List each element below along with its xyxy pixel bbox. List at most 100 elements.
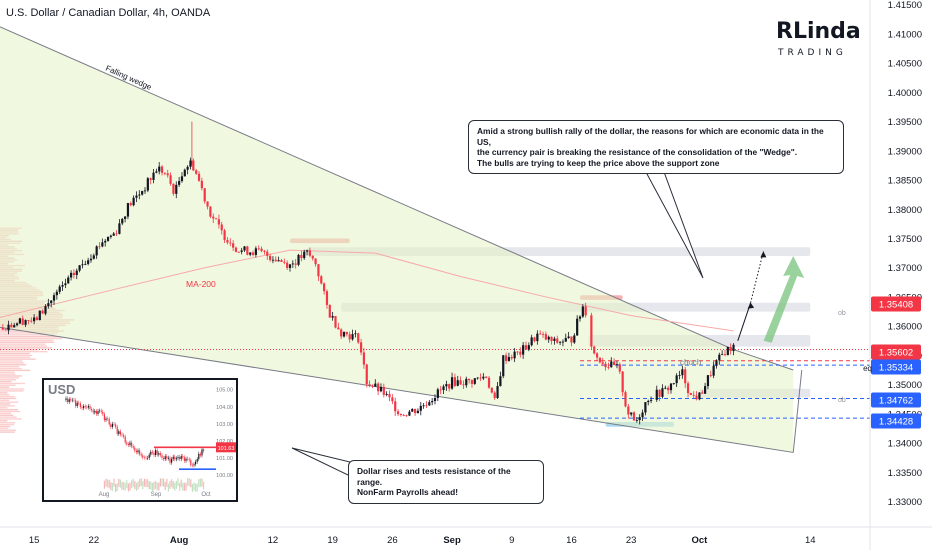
candle-body [581, 306, 584, 317]
inset-volume-bar [129, 482, 131, 491]
candle-body [72, 272, 76, 275]
volume-bar [0, 386, 10, 388]
inset-candle-body [180, 456, 182, 460]
inset-x-tick: Oct [201, 492, 211, 498]
volume-bar [0, 397, 17, 400]
volume-bar [0, 388, 25, 390]
candle-body [647, 400, 650, 403]
candle-body [123, 216, 127, 219]
candle-body [621, 371, 624, 393]
logo-text-bottom: TRADING [777, 48, 847, 58]
candle-body [348, 334, 351, 340]
candle-body [121, 218, 124, 224]
inset-volume-bar [156, 482, 158, 491]
candle-body [558, 341, 562, 343]
chart-title: U.S. Dollar / Canadian Dollar, 4h, OANDA [6, 7, 211, 19]
inset-candle-body [183, 457, 185, 461]
candle-body [237, 251, 240, 253]
choch-label: choch [680, 358, 701, 367]
candle-body [277, 260, 280, 262]
inset-candle-body [182, 456, 184, 458]
candle-body [522, 345, 525, 355]
inset-candle-body [158, 453, 160, 455]
candle-body [1, 327, 4, 330]
candle-body [288, 264, 292, 268]
candle-body [126, 203, 130, 217]
candle-body [260, 248, 263, 252]
candle-body [104, 240, 107, 243]
inset-y-tick: 102.00 [216, 439, 233, 445]
candle-body [232, 243, 235, 248]
x-tick-label: Oct [691, 535, 708, 546]
inset-candle-body [198, 453, 200, 460]
candle-body [112, 233, 115, 236]
inset-axis: 105.00 104.00 103.00 102.00 101.00 100.00 Aug S… [99, 388, 233, 498]
wedge-upper-line [0, 26, 734, 351]
candle-body [627, 406, 630, 415]
inset-volume-bar [164, 481, 166, 490]
badge-1-35602 [871, 344, 921, 360]
candles [1, 121, 735, 425]
inset-volume-bar [190, 479, 192, 488]
candle-body [146, 178, 149, 191]
inset-volume-bar [139, 479, 141, 488]
inset-volume-bar [126, 480, 128, 489]
candle-body [698, 392, 701, 400]
candle-body [584, 306, 587, 316]
inset-candle-body [188, 459, 190, 461]
y-tick-label: 1.39500 [888, 117, 922, 128]
candle-body [166, 173, 169, 176]
volume-bar [0, 367, 22, 370]
candle-body [234, 247, 238, 252]
candle-body [44, 306, 47, 314]
inset-candle-body [81, 407, 83, 409]
candle-body [359, 342, 363, 353]
inset-candle-body [100, 410, 102, 412]
inset-candles: 101.63 [65, 396, 236, 492]
candle-body [428, 402, 431, 406]
candle-body [7, 324, 10, 331]
inset-volume-bar [171, 479, 173, 488]
candle-body [365, 364, 368, 385]
candle-body [4, 329, 7, 331]
candle-body [141, 191, 144, 195]
candle-body [703, 386, 707, 394]
inset-candle-body [195, 461, 197, 465]
inset-candle-body [68, 399, 70, 403]
candle-body [550, 336, 553, 341]
candle-body [305, 250, 309, 252]
candle-body [504, 355, 508, 361]
inset-candle-body [153, 452, 155, 456]
candle-body [448, 384, 451, 389]
inset-candle-body [142, 455, 144, 458]
inset-candle-body [174, 456, 176, 460]
inset-volume-bar [151, 482, 153, 491]
volume-bar [0, 405, 16, 407]
candle-body [590, 315, 593, 347]
candle-body [527, 345, 530, 350]
wedge-lower-line [0, 326, 794, 453]
candle-body [715, 360, 718, 366]
inset-volume-bar [193, 482, 195, 491]
inset-candle-body [94, 410, 96, 413]
candle-body [456, 380, 459, 386]
candle-body [470, 380, 474, 384]
volume-bar [0, 345, 47, 347]
candle-body [334, 316, 337, 328]
candle-body [391, 397, 394, 402]
candle-body [342, 331, 346, 337]
inset-volume-bar [118, 478, 120, 487]
inset-candle-body [179, 457, 181, 460]
candle-body [13, 325, 16, 328]
candle-body [18, 318, 22, 324]
candle-body [701, 392, 704, 394]
candle-body [357, 333, 360, 343]
badge-1-34428-text: 1.34428 [879, 417, 913, 428]
logo-text-top: RLinda [776, 19, 861, 44]
candle-body [33, 317, 36, 322]
volume-bar [0, 410, 21, 413]
candle-body [385, 393, 388, 395]
candle-body [433, 398, 437, 401]
volume-bar [0, 408, 18, 411]
